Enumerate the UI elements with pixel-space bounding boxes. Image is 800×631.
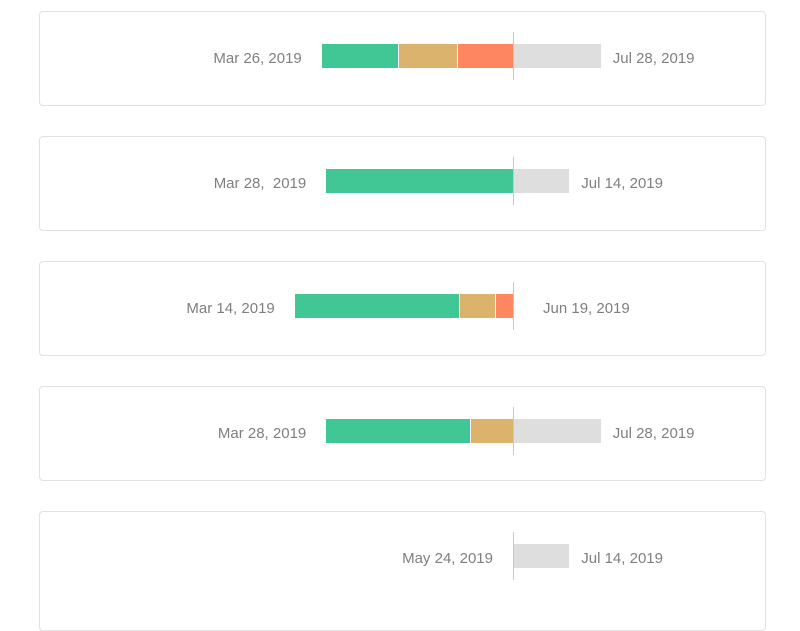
start-date-label: Mar 14, 2019: [186, 300, 275, 317]
coral-progress-segment: [496, 294, 513, 318]
amber-progress-segment: [399, 44, 457, 68]
green-progress-segment: [326, 169, 513, 193]
start-date-label: Mar 26, 2019: [213, 50, 302, 67]
today-marker-line: [513, 532, 514, 580]
remaining-segment: [513, 44, 601, 68]
start-date-label: May 24, 2019: [402, 550, 493, 567]
remaining-segment: [513, 419, 601, 443]
end-date-label: Jul 28, 2019: [612, 425, 695, 442]
amber-progress-segment: [460, 294, 495, 318]
today-marker-line: [513, 32, 514, 80]
timeline-board: Mar 26, 2019 Jul 28, 2019 Mar 28, 2019 Jul …: [39, 11, 766, 631]
today-marker-line: [513, 282, 514, 330]
project-timeline-card[interactable]: May 24, 2019 Jul 14, 2019: [39, 511, 766, 631]
today-marker-line: [513, 407, 514, 455]
project-timeline-card[interactable]: Mar 26, 2019 Jul 28, 2019: [39, 11, 766, 106]
coral-progress-segment: [457, 44, 513, 68]
end-date-label: Jul 14, 2019: [581, 175, 663, 192]
today-marker-line: [513, 157, 514, 205]
green-progress-segment: [321, 44, 399, 68]
green-progress-segment: [326, 419, 471, 443]
end-date-label: Jul 14, 2019: [581, 550, 663, 567]
green-progress-segment: [294, 294, 459, 318]
end-date-label: Jun 19, 2019: [543, 300, 630, 317]
remaining-segment: [513, 169, 570, 193]
start-date-label: Mar 28, 2019: [217, 425, 307, 442]
amber-progress-segment: [471, 419, 513, 443]
project-timeline-card[interactable]: Mar 28, 2019 Jul 14, 2019: [39, 136, 766, 231]
project-timeline-card[interactable]: Mar 14, 2019 Jun 19, 2019: [39, 261, 766, 356]
project-timeline-card[interactable]: Mar 28, 2019 Jul 28, 2019: [39, 386, 766, 481]
start-date-label: Mar 28, 2019: [213, 175, 307, 192]
end-date-label: Jul 28, 2019: [612, 50, 695, 67]
remaining-segment: [513, 544, 570, 568]
